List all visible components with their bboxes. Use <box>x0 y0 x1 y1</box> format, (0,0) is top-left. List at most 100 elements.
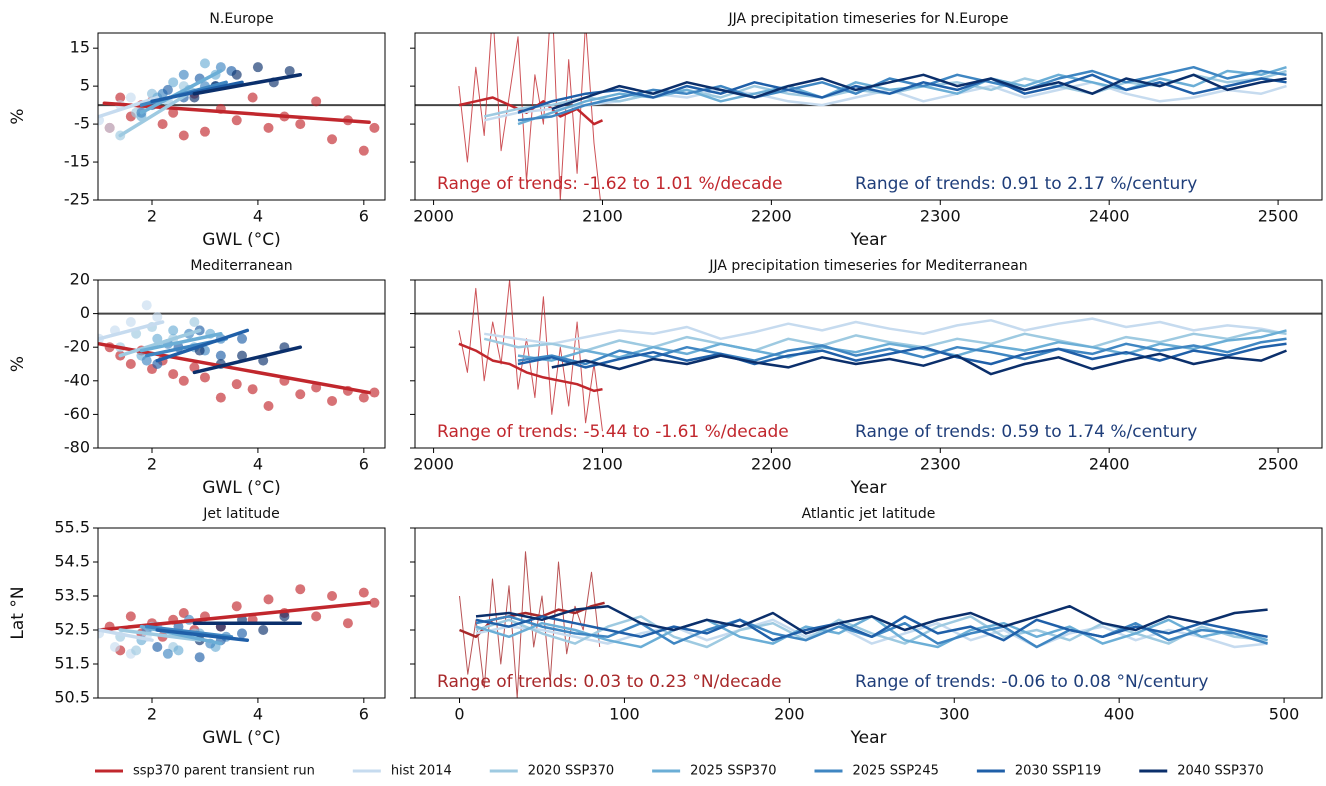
trend-annotation: Range of trends: -1.62 to 1.01 %/decade <box>437 174 783 194</box>
scatter-point <box>168 77 179 88</box>
scatter-point <box>358 587 369 598</box>
scatter-point <box>327 395 338 406</box>
fit-line <box>98 320 165 341</box>
y-axis-label: Lat °N <box>8 586 28 639</box>
trend-annotation: Range of trends: 0.91 to 2.17 %/century <box>855 174 1197 194</box>
series-line <box>551 73 1287 111</box>
x-tick-label: 2300 <box>920 207 961 226</box>
fit-line <box>155 328 250 363</box>
scatter-point <box>263 594 274 605</box>
x-axis-label: GWL (°C) <box>202 230 281 250</box>
x-tick-label: 300 <box>939 705 970 724</box>
scatter-point <box>168 369 179 380</box>
fit-line <box>118 328 202 358</box>
scatter-point <box>199 372 210 383</box>
scatter-point <box>125 359 136 369</box>
scatter-point <box>141 300 152 311</box>
scatter-point <box>141 355 152 366</box>
scatter-point <box>157 119 168 130</box>
legend-label: 2020 SSP370 <box>528 764 614 779</box>
panel: N.Europe 2 4 6 GWL (°C) -25 -15 -5 5 15% <box>8 11 386 250</box>
x-tick-label: 0 <box>454 705 464 724</box>
x-tick-label: 2 <box>147 455 157 474</box>
fit-line <box>98 628 154 642</box>
x-tick-label: 2400 <box>1089 207 1130 226</box>
plot-area <box>98 58 385 156</box>
x-tick-label: 2000 <box>413 455 454 474</box>
plot-area <box>98 584 380 663</box>
series-line <box>458 342 603 393</box>
scatter-point <box>295 119 306 130</box>
x-tick-label: 2 <box>147 207 157 226</box>
x-tick-label: 6 <box>359 705 369 724</box>
y-tick-label: -25 <box>64 190 90 209</box>
scatter-point <box>199 126 210 137</box>
legend-label: 2025 SSP245 <box>853 764 939 779</box>
scatter-point <box>125 611 136 622</box>
fit-line <box>139 69 223 115</box>
y-tick-label: -40 <box>64 370 90 389</box>
plot-area <box>415 33 1322 200</box>
scatter-point <box>115 92 126 103</box>
y-axis-label: % <box>8 108 28 124</box>
scatter-point <box>327 591 338 601</box>
scatter-point <box>131 645 142 656</box>
y-tick-label: -15 <box>64 152 90 171</box>
scatter-point <box>152 311 163 322</box>
x-axis-label: Year <box>850 728 887 748</box>
scatter-point <box>311 96 322 107</box>
axes-frame <box>97 527 386 699</box>
fit-line <box>155 628 250 642</box>
x-tick-label: 400 <box>1104 705 1135 724</box>
scatter-point <box>369 122 380 133</box>
scatter-point <box>279 611 290 622</box>
scatter-point <box>215 392 226 403</box>
series-line <box>475 615 1268 642</box>
fit-line <box>98 342 371 395</box>
y-tick-label: -60 <box>64 404 90 423</box>
x-tick-label: 6 <box>359 207 369 226</box>
legend-label: 2030 SSP119 <box>1015 764 1101 779</box>
x-tick-label: 2500 <box>1258 455 1299 474</box>
scatter-point <box>168 325 179 336</box>
scatter-point <box>178 375 189 386</box>
scatter-point <box>247 384 258 395</box>
scatter-point <box>231 115 242 126</box>
x-tick-label: 4 <box>253 207 263 226</box>
legend-label: 2025 SSP370 <box>690 764 776 779</box>
legend-label: 2040 SSP370 <box>1177 764 1263 779</box>
scatter-point <box>369 597 380 608</box>
legend-label: hist 2014 <box>391 764 452 779</box>
fit-line <box>102 101 371 124</box>
plot-area <box>415 280 1322 432</box>
series-line <box>517 329 1287 362</box>
axes-frame <box>414 32 1323 201</box>
raw-line <box>458 280 603 432</box>
scatter-point <box>178 608 189 618</box>
panel: Mediterranean 2 4 6 GWL (°C) -80 -60 -40 -20 0 20% <box>8 258 386 498</box>
plot-area <box>459 551 1268 698</box>
y-tick-label: 5 <box>80 76 90 95</box>
axes-frame <box>414 527 1323 699</box>
x-tick-label: 100 <box>609 705 640 724</box>
y-tick-label: 0 <box>80 303 90 322</box>
scatter-point <box>295 584 306 595</box>
scatter-point <box>284 65 295 76</box>
scatter-point <box>237 350 248 361</box>
y-tick-label: 55.5 <box>54 518 90 537</box>
y-tick-label: -20 <box>64 337 90 356</box>
scatter-point <box>263 122 274 133</box>
x-tick-label: 500 <box>1269 705 1300 724</box>
series-line <box>484 317 1287 346</box>
scatter-point <box>247 92 258 103</box>
y-tick-label: 51.5 <box>54 654 90 673</box>
panel-title: N.Europe <box>209 11 273 27</box>
scatter-point <box>231 601 242 612</box>
legend-label: ssp370 parent transient run <box>133 764 315 779</box>
scatter-point <box>342 618 353 629</box>
trend-annotation: Range of trends: -0.06 to 0.08 °N/centur… <box>855 672 1209 692</box>
scatter-point <box>162 84 173 95</box>
x-tick-label: 2200 <box>751 207 792 226</box>
x-tick-label: 4 <box>253 705 263 724</box>
